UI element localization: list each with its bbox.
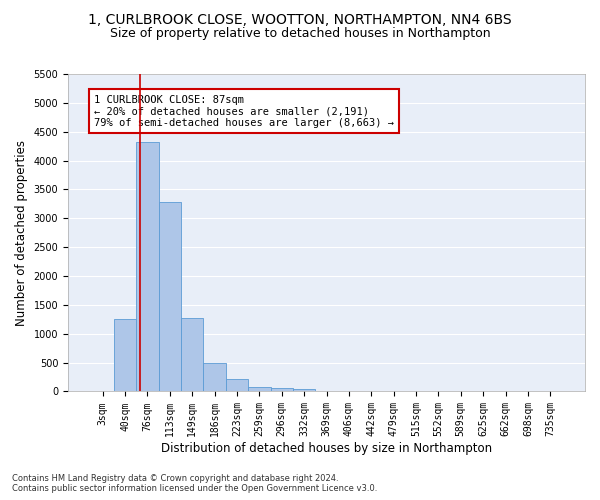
Y-axis label: Number of detached properties: Number of detached properties — [15, 140, 28, 326]
X-axis label: Distribution of detached houses by size in Northampton: Distribution of detached houses by size … — [161, 442, 492, 455]
Bar — [226, 380, 248, 392]
Text: Contains HM Land Registry data © Crown copyright and database right 2024.: Contains HM Land Registry data © Crown c… — [12, 474, 338, 483]
Bar — [181, 318, 203, 392]
Bar — [293, 388, 316, 392]
Bar — [136, 142, 158, 392]
Text: Size of property relative to detached houses in Northampton: Size of property relative to detached ho… — [110, 28, 490, 40]
Bar — [114, 318, 136, 392]
Bar — [248, 386, 271, 392]
Text: 1 CURLBROOK CLOSE: 87sqm
← 20% of detached houses are smaller (2,191)
79% of sem: 1 CURLBROOK CLOSE: 87sqm ← 20% of detach… — [94, 94, 394, 128]
Bar — [203, 363, 226, 392]
Bar — [271, 388, 293, 392]
Text: 1, CURLBROOK CLOSE, WOOTTON, NORTHAMPTON, NN4 6BS: 1, CURLBROOK CLOSE, WOOTTON, NORTHAMPTON… — [88, 12, 512, 26]
Bar — [158, 202, 181, 392]
Text: Contains public sector information licensed under the Open Government Licence v3: Contains public sector information licen… — [12, 484, 377, 493]
